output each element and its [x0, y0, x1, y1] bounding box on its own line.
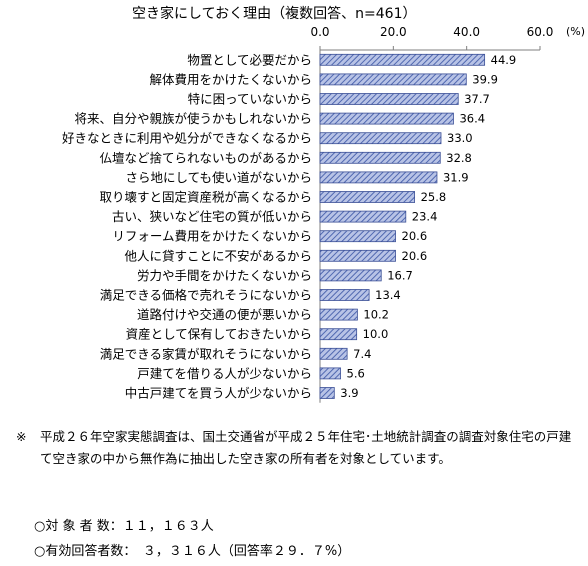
value-label: 31.9 — [443, 170, 469, 184]
category-label: 古い、狭いなど住宅の質が低いから — [112, 209, 312, 224]
category-label: 物置として必要だから — [187, 52, 312, 67]
bar — [319, 112, 454, 125]
category-label: 満足できる価格で売れそうにないから — [100, 288, 312, 303]
category-label: 中古戸建てを買う人が少ないから — [125, 386, 312, 401]
value-label: 33.0 — [447, 131, 473, 145]
value-label: 10.2 — [363, 308, 389, 322]
respondents-count: ○対 象 者 数：１１，１６３人 — [34, 519, 214, 534]
bar — [319, 93, 459, 105]
value-label: 23.4 — [412, 210, 438, 224]
bar — [319, 387, 335, 399]
bar — [319, 269, 382, 282]
x-tick-label: 60.0 — [527, 25, 554, 39]
x-tick-label: 20.0 — [380, 25, 407, 39]
bar — [319, 328, 358, 341]
bar — [319, 367, 341, 380]
category-label: 将来、自分や親族が使うかもしれないから — [74, 111, 312, 126]
bar — [319, 73, 467, 86]
x-tick-label: 0.0 — [310, 25, 329, 39]
bar — [319, 308, 358, 321]
category-label: 満足できる家賃が取れそうにないから — [100, 346, 312, 361]
category-label: 仏壇など捨てられないものがあるから — [99, 150, 312, 165]
value-label: 37.7 — [464, 92, 490, 106]
category-labels: 物置として必要だから解体費用をかけたくないから特に困っていないから将来、自分や親… — [62, 52, 312, 400]
bar — [319, 53, 486, 66]
bar-chart: 空き家にしておく理由（複数回答、n=461） (%) 0.0 20.0 40.0 60… — [62, 5, 585, 403]
value-label: 13.4 — [375, 288, 401, 302]
value-label: 20.6 — [402, 229, 428, 243]
category-label: 特に困っていないから — [188, 92, 312, 107]
bar — [319, 191, 415, 203]
note-text: 平成２６年空家実態調査は、国土交通省が平成２５年住宅･土地統計調査の調査対象住宅… — [40, 429, 572, 466]
bar — [319, 230, 396, 243]
category-label: 取り壊すと固定資産税が高くなるから — [99, 190, 312, 205]
category-label: 他人に貸すことに不安があるから — [124, 248, 312, 263]
bar — [319, 132, 442, 145]
category-label: 解体費用をかけたくないから — [149, 72, 312, 87]
value-label: 44.9 — [491, 53, 517, 67]
survey-note: ※ 平成２６年空家実態調査は、国土交通省が平成２５年住宅･土地統計調査の調査対象… — [16, 426, 582, 470]
value-label: 25.8 — [421, 190, 447, 204]
x-tick-label: 40.0 — [453, 25, 480, 39]
value-label: 20.6 — [402, 249, 428, 263]
value-label: 36.4 — [459, 112, 485, 126]
value-label: 7.4 — [353, 347, 371, 361]
category-label: リフォーム費用をかけたくないから — [112, 229, 312, 244]
value-label: 10.0 — [363, 327, 389, 341]
unit-label: (%) — [566, 25, 585, 38]
bars-group — [319, 53, 486, 399]
value-label: 3.9 — [340, 386, 358, 400]
value-labels: 44.9 39.9 37.7 36.4 33.0 32.8 31.9 25.8 23.4 20.6… — [340, 53, 516, 400]
value-label: 39.9 — [472, 72, 498, 86]
category-label: 資産として保有しておきたいから — [126, 327, 312, 342]
category-label: さら地にしても使い道がないから — [125, 170, 312, 185]
category-label: 道路付けや交通の便が悪いから — [137, 307, 312, 322]
note-mark: ※ — [16, 429, 27, 444]
bar — [319, 347, 348, 360]
category-label: 戸建てを借りる人が少ないから — [137, 366, 312, 381]
bar — [319, 289, 370, 301]
valid-respondents-count: ○有効回答者数： ３，３１６人（回答率２９．７%） — [34, 544, 351, 559]
bar — [319, 249, 396, 262]
value-label: 5.6 — [347, 366, 365, 380]
value-label: 16.7 — [387, 268, 413, 282]
chart-title: 空き家にしておく理由（複数回答、n=461） — [132, 5, 416, 22]
value-label: 32.8 — [446, 151, 472, 165]
x-axis-ticks: 0.0 20.0 40.0 60.0 — [310, 25, 553, 50]
category-label: 好きなときに利用や処分ができなくなるから — [62, 131, 312, 146]
bar — [319, 210, 407, 223]
bar — [319, 151, 441, 164]
category-label: 労力や手間をかけたくないから — [137, 268, 312, 283]
bar — [319, 171, 438, 184]
